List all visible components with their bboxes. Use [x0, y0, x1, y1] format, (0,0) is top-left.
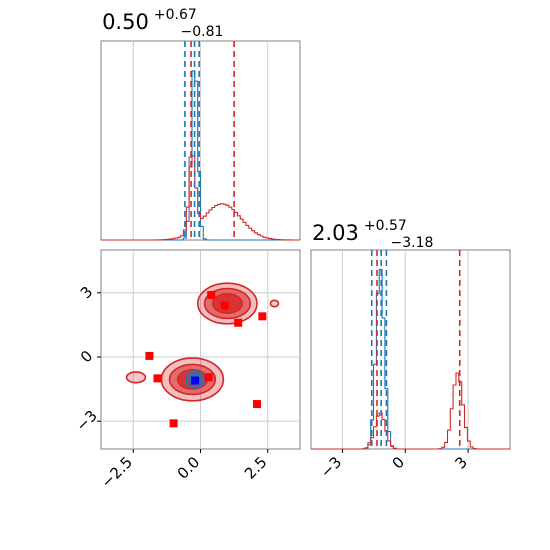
- quantile-lines: [184, 41, 235, 240]
- scatter-panel: −2.5 0.0 2.5 −3 0 3: [72, 249, 301, 492]
- tick-labels: −3 0 3: [317, 449, 471, 481]
- red-square-point: [252, 400, 261, 409]
- y-tick-label: 3: [77, 283, 96, 302]
- x-tick-label: 0: [389, 453, 408, 472]
- histogram-panel-right: −3 0 3 2.03 +0.57 −3.18: [310, 215, 511, 481]
- title-lower: −0.81: [181, 24, 224, 40]
- contours: [125, 282, 280, 402]
- red-square-point: [145, 351, 154, 360]
- x-tick-label: 3: [451, 453, 470, 472]
- grid: [341, 250, 469, 449]
- red-square-point: [234, 318, 243, 327]
- x-tick-label: 2.5: [241, 453, 271, 483]
- title-lower: −3.18: [391, 235, 434, 251]
- histogram-series: [101, 70, 300, 241]
- histogram-panel-top: 0.50 +0.67 −0.81: [100, 4, 301, 241]
- x-tick-label: −2.5: [98, 453, 136, 491]
- panel-title-top: 0.50 +0.67 −0.81: [102, 4, 223, 40]
- histogram-series: [311, 268, 510, 450]
- quantile-lines: [370, 250, 461, 449]
- title-upper: +0.57: [364, 218, 407, 234]
- x-tick-label: 0.0: [174, 453, 204, 483]
- red-square-point: [258, 312, 267, 321]
- contour-red: [269, 299, 280, 308]
- histogram-line: [311, 268, 510, 450]
- red-square-point: [207, 290, 216, 299]
- panel-frame: [310, 249, 511, 450]
- red-square-point: [204, 373, 213, 382]
- y-tick-label: −3: [72, 407, 100, 435]
- red-square-point: [153, 374, 162, 383]
- y-tick-label: 0: [77, 347, 96, 366]
- red-square-point: [220, 301, 229, 310]
- title-value: 2.03: [312, 221, 359, 245]
- grid: [101, 250, 300, 449]
- x-tick-label: −3: [317, 453, 345, 481]
- red-square-point: [169, 419, 178, 428]
- title-value: 0.50: [102, 10, 149, 34]
- scatter-points: [145, 290, 267, 428]
- histogram-line: [101, 155, 300, 241]
- panel-title-right: 2.03 +0.57 −3.18: [312, 215, 433, 251]
- contour-red: [125, 371, 147, 384]
- blue-square-point: [191, 376, 200, 385]
- histogram-line: [311, 372, 510, 450]
- title-upper: +0.67: [154, 7, 197, 23]
